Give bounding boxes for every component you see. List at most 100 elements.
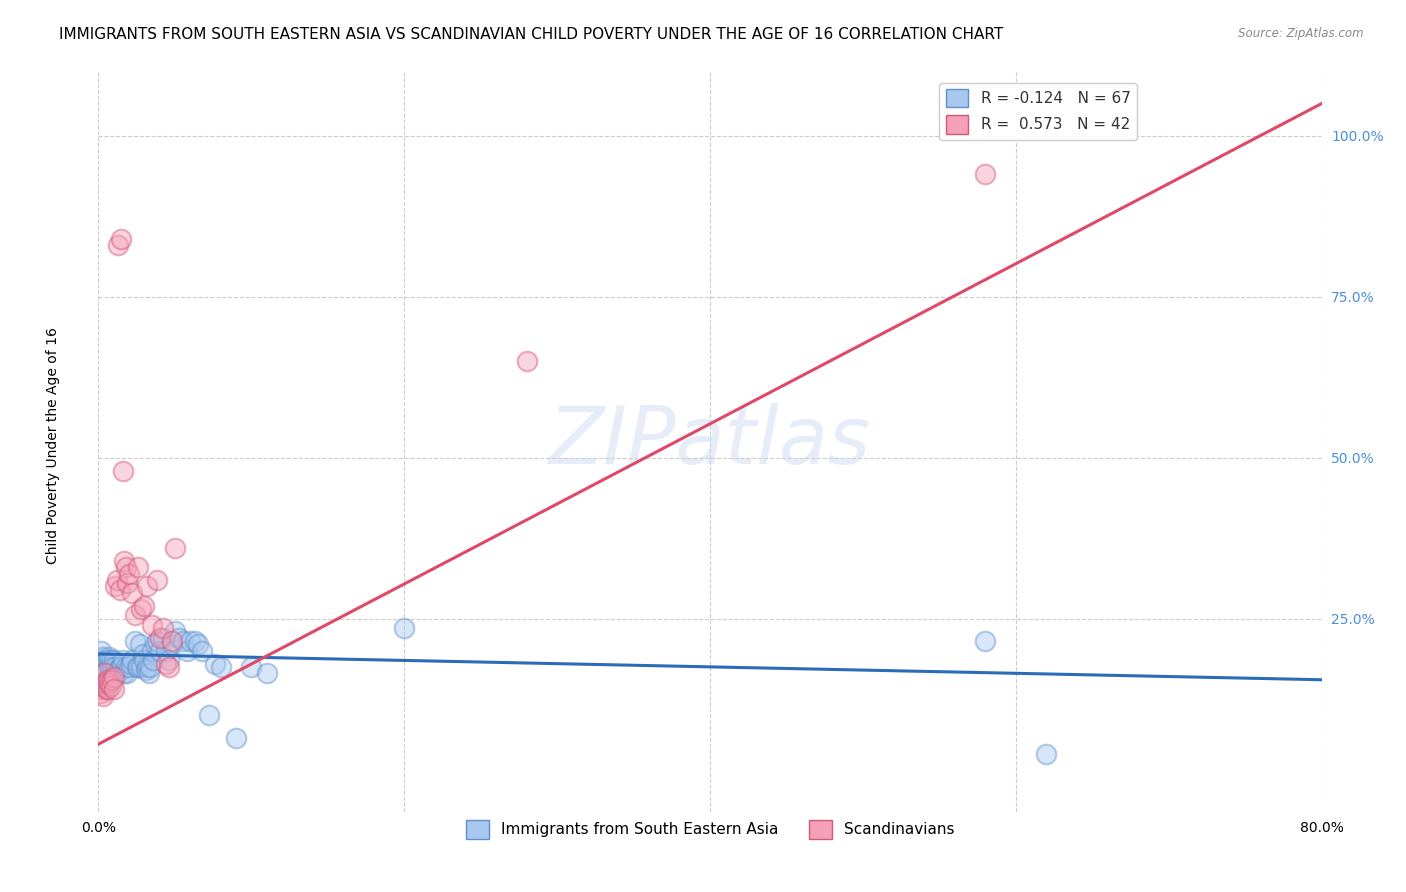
Point: [98, 676, 121, 690]
Point: [89, 682, 111, 697]
Point: [121, 653, 143, 667]
Point: [209, 660, 232, 674]
Point: [134, 653, 156, 667]
Text: Child Poverty Under the Age of 16: Child Poverty Under the Age of 16: [46, 327, 60, 565]
Point: [90, 676, 112, 690]
Point: [155, 657, 177, 671]
Point: [121, 586, 143, 600]
Point: [225, 731, 247, 745]
Point: [127, 560, 149, 574]
Point: [160, 634, 183, 648]
Point: [118, 660, 141, 674]
Point: [110, 660, 132, 674]
Point: [98, 660, 121, 674]
Point: [1035, 747, 1057, 761]
Point: [125, 660, 148, 674]
Point: [111, 653, 134, 667]
Point: [100, 666, 122, 681]
Point: [155, 644, 177, 658]
Point: [172, 634, 194, 648]
Point: [135, 663, 157, 677]
Point: [204, 657, 226, 671]
Point: [974, 634, 997, 648]
Point: [97, 669, 120, 683]
Text: ZIPatlas: ZIPatlas: [548, 402, 872, 481]
Point: [256, 666, 278, 681]
Point: [91, 679, 114, 693]
Point: [240, 660, 263, 674]
Point: [179, 634, 201, 648]
Point: [107, 238, 129, 252]
Point: [94, 653, 117, 667]
Point: [108, 660, 131, 674]
Legend: Immigrants from South Eastern Asia, Scandinavians: Immigrants from South Eastern Asia, Scan…: [460, 814, 960, 845]
Point: [97, 653, 120, 667]
Point: [141, 644, 163, 658]
Point: [104, 579, 127, 593]
Point: [124, 608, 146, 623]
Point: [94, 676, 117, 690]
Point: [145, 573, 167, 587]
Point: [136, 579, 159, 593]
Point: [392, 621, 416, 635]
Point: [143, 637, 166, 651]
Point: [111, 463, 134, 477]
Point: [149, 644, 172, 658]
Point: [97, 682, 120, 697]
Point: [142, 653, 165, 667]
Point: [152, 621, 174, 635]
Point: [93, 676, 115, 690]
Point: [169, 631, 191, 645]
Point: [127, 660, 149, 674]
Point: [104, 660, 127, 674]
Point: [91, 650, 114, 665]
Text: Source: ZipAtlas.com: Source: ZipAtlas.com: [1239, 27, 1364, 40]
Point: [94, 663, 117, 677]
Point: [132, 647, 155, 661]
Point: [94, 682, 117, 697]
Point: [157, 660, 180, 674]
Point: [197, 708, 219, 723]
Point: [118, 566, 141, 581]
Point: [101, 669, 124, 683]
Point: [117, 576, 139, 591]
Point: [128, 637, 150, 651]
Point: [974, 167, 997, 181]
Point: [160, 637, 183, 651]
Point: [157, 653, 180, 667]
Point: [163, 624, 186, 639]
Point: [141, 618, 163, 632]
Point: [191, 644, 214, 658]
Point: [103, 669, 125, 683]
Point: [149, 631, 172, 645]
Point: [90, 644, 112, 658]
Point: [105, 663, 128, 677]
Point: [138, 666, 160, 681]
Point: [115, 560, 138, 574]
Point: [163, 541, 186, 555]
Point: [90, 660, 112, 674]
Point: [516, 354, 538, 368]
Point: [112, 554, 135, 568]
Point: [103, 653, 125, 667]
Point: [184, 634, 207, 648]
Point: [117, 666, 139, 681]
Point: [93, 657, 115, 671]
Point: [90, 685, 112, 699]
Point: [145, 634, 167, 648]
Point: [103, 669, 125, 683]
Point: [107, 666, 129, 681]
Point: [100, 679, 122, 693]
Point: [134, 599, 156, 613]
Point: [120, 657, 142, 671]
Point: [187, 637, 209, 651]
Point: [98, 650, 121, 665]
Point: [93, 666, 115, 681]
Point: [112, 666, 135, 681]
Point: [101, 660, 124, 674]
Point: [89, 653, 111, 667]
Point: [110, 232, 132, 246]
Point: [152, 631, 174, 645]
Text: IMMIGRANTS FROM SOUTH EASTERN ASIA VS SCANDINAVIAN CHILD POVERTY UNDER THE AGE O: IMMIGRANTS FROM SOUTH EASTERN ASIA VS SC…: [59, 27, 1004, 42]
Point: [108, 582, 131, 597]
